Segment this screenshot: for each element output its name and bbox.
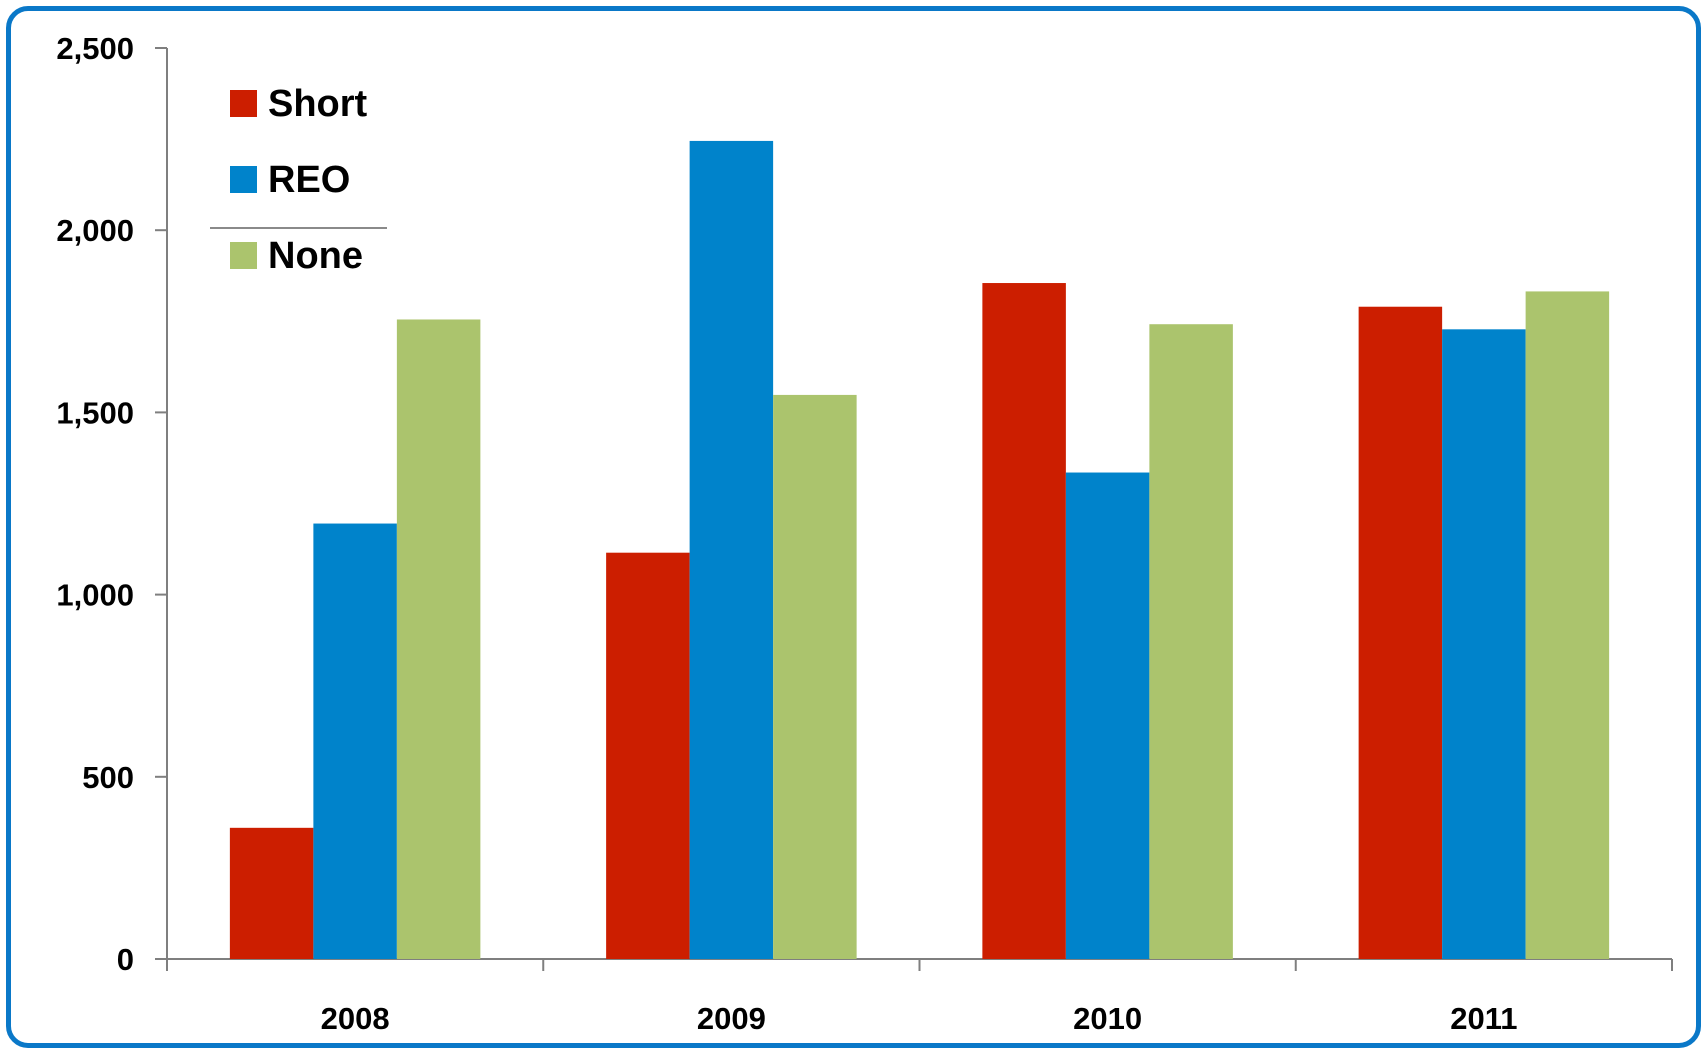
legend: Short REO None [210, 83, 387, 277]
legend-label-reo: REO [268, 159, 350, 201]
bar-none-2010 [1149, 324, 1233, 959]
bar-reo-2010 [1065, 472, 1150, 959]
bar-none-2011 [1525, 291, 1610, 959]
legend-label-none: None [268, 235, 363, 277]
bar-reo-2008 [313, 523, 397, 959]
bar-short-2010 [982, 283, 1066, 960]
bars [229, 140, 1610, 960]
y-tick-label: 2,500 [56, 31, 134, 66]
y-tick-label: 0 [117, 942, 134, 977]
x-axis: 2008 2009 2010 2011 [166, 958, 1673, 1036]
y-tick-label: 1,000 [56, 578, 134, 613]
bar-short-2009 [606, 552, 690, 959]
bar-reo-2011 [1442, 329, 1526, 960]
legend-swatch-none [230, 242, 257, 269]
bar-short-2011 [1358, 306, 1443, 959]
bar-short-2008 [229, 827, 314, 959]
legend-swatch-reo [230, 166, 257, 193]
y-tick-label: 500 [82, 760, 134, 795]
bar-none-2009 [773, 394, 857, 959]
y-tick-label: 2,000 [56, 213, 134, 248]
bar-reo-2009 [689, 140, 774, 959]
bar-none-2008 [396, 319, 481, 959]
x-tick-label: 2011 [1450, 1001, 1517, 1036]
x-tick-label: 2009 [697, 1001, 766, 1036]
legend-label-short: Short [268, 83, 368, 125]
y-tick-label: 1,500 [56, 395, 134, 430]
x-tick-label: 2008 [321, 1001, 390, 1036]
legend-swatch-short [230, 90, 257, 117]
y-axis: 0 500 1,000 1,500 2,000 2,500 [56, 31, 168, 977]
x-tick-label: 2010 [1073, 1001, 1142, 1036]
